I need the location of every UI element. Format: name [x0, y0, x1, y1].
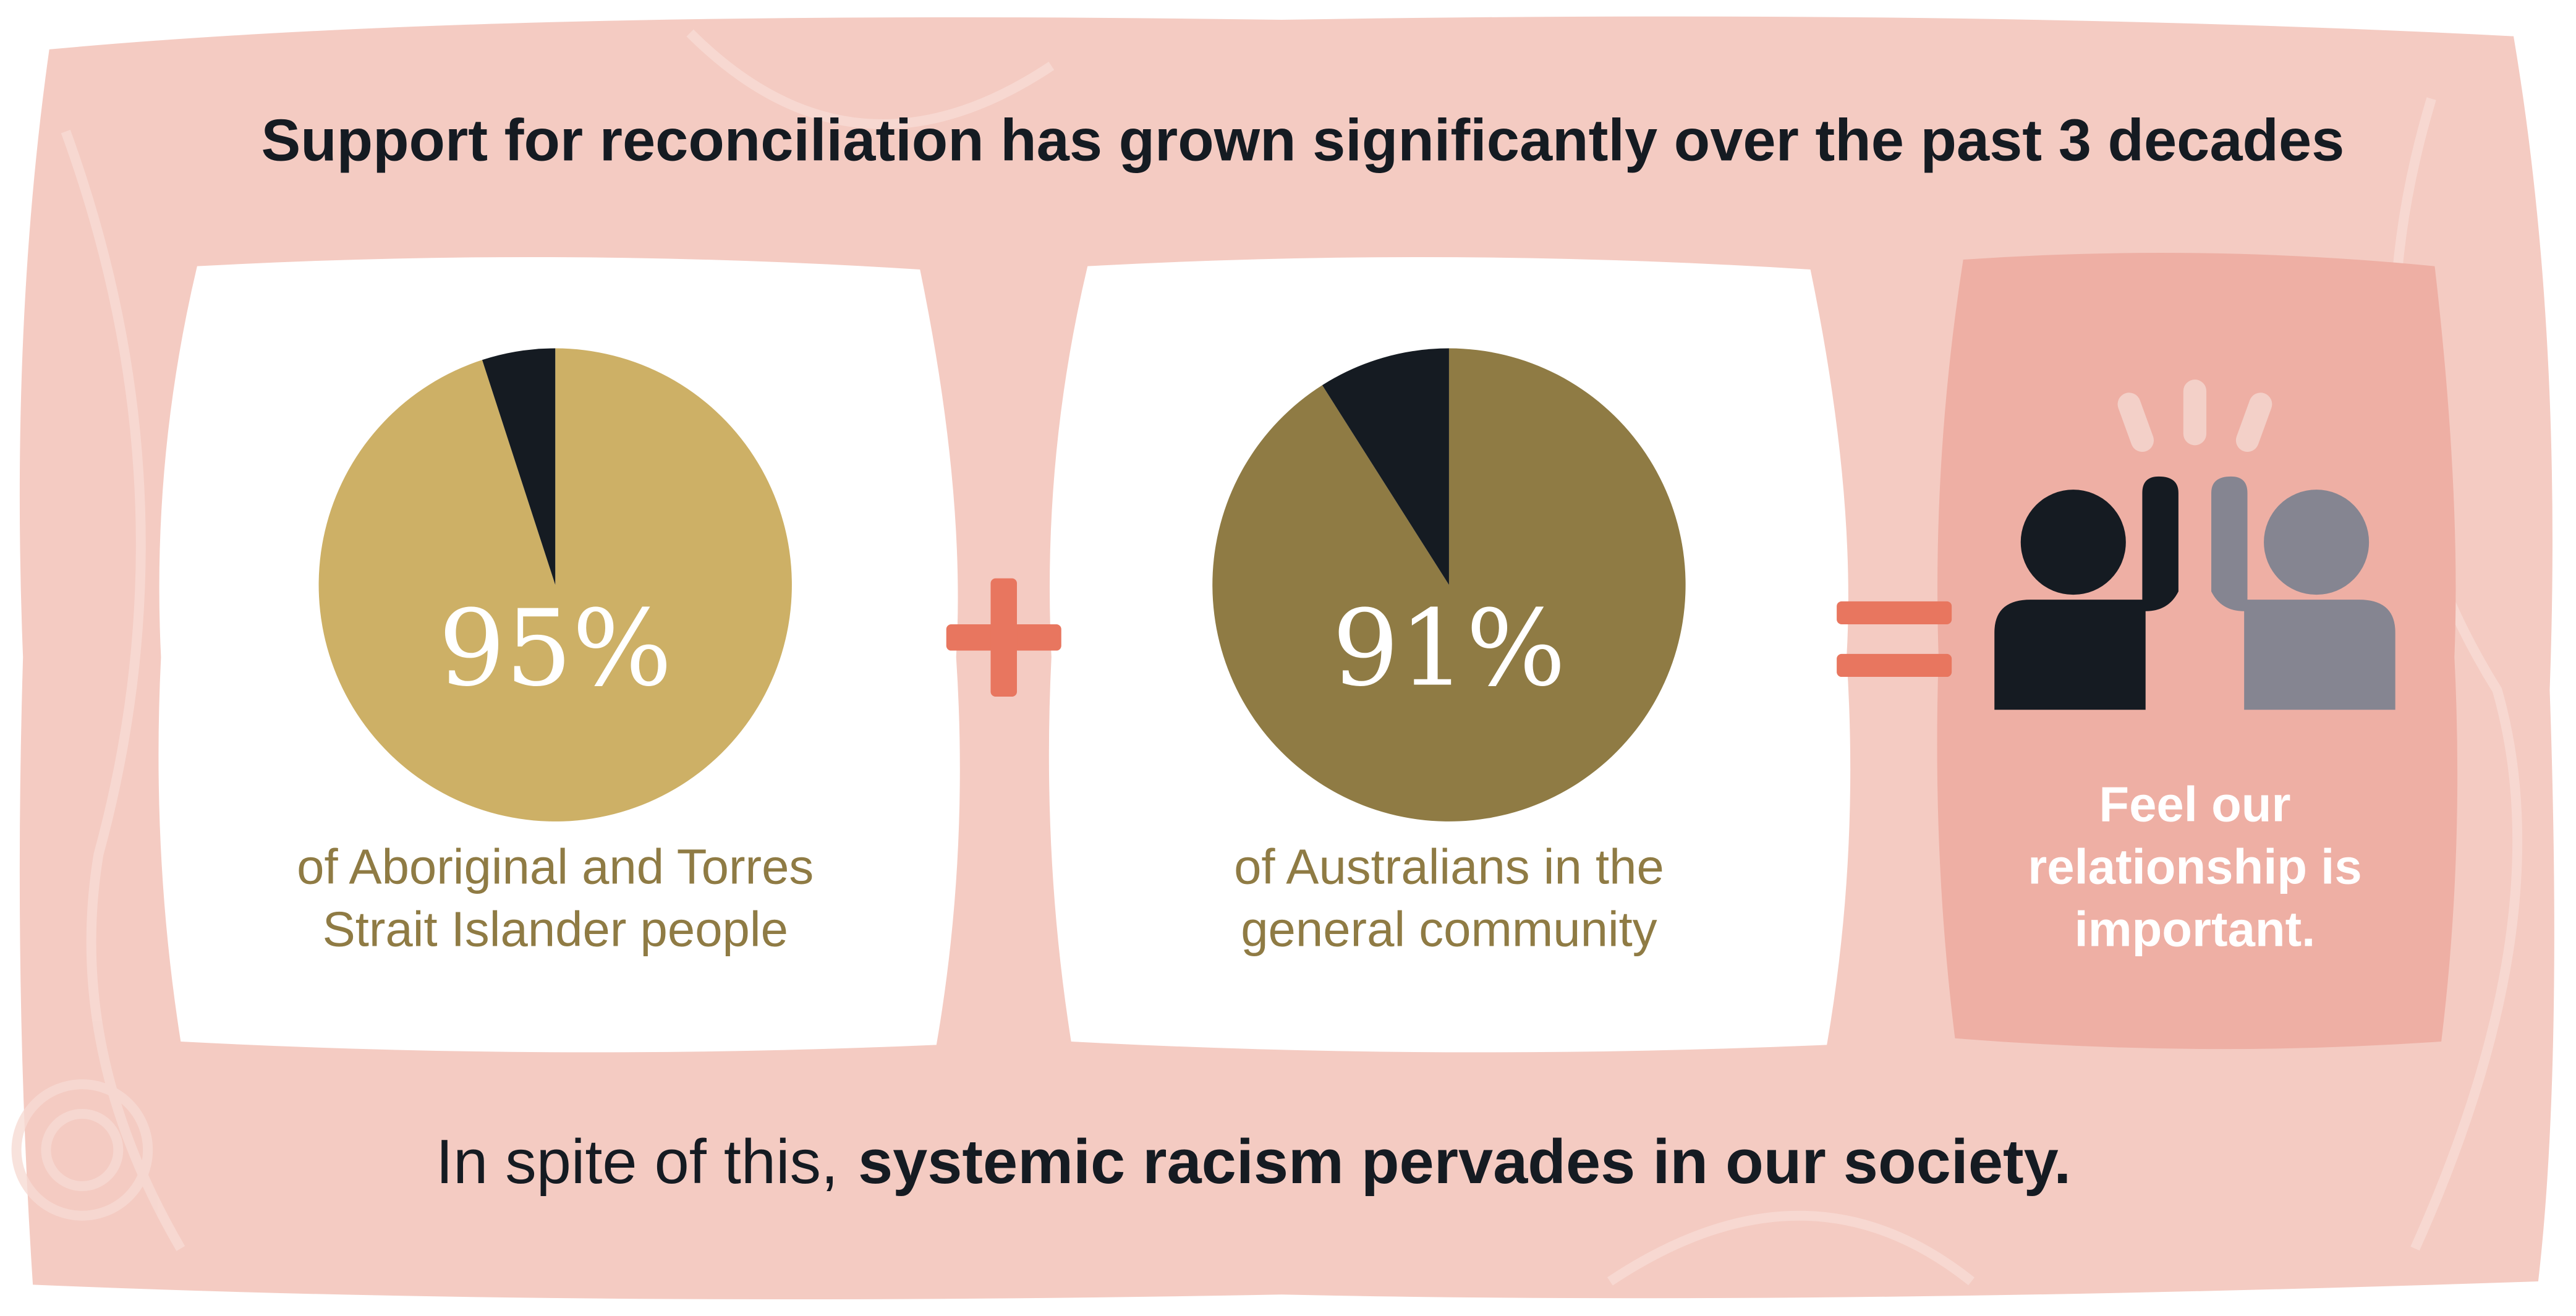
result-text: important. — [2075, 902, 2316, 957]
value-label: 95% — [438, 588, 672, 710]
footer-bold: systemic racism pervades in our society. — [858, 1127, 2071, 1197]
value-label: 91% — [1332, 588, 1566, 710]
footer: In spite of this, systemic racism pervade… — [436, 1127, 2071, 1197]
pie-slice — [1322, 348, 1449, 585]
caption: Strait Islander people — [323, 902, 788, 957]
result-text: relationship is — [2028, 839, 2361, 894]
caption: general community — [1241, 902, 1657, 957]
high-five-icon — [1994, 380, 2395, 710]
result-card — [1937, 252, 2458, 1050]
equals-sign — [1837, 601, 1952, 677]
title: Support for reconciliation has grown sig… — [261, 107, 2344, 173]
caption: of Australians in the — [1234, 839, 1664, 894]
result-text: Feel our — [2099, 777, 2290, 832]
plus-sign — [946, 578, 1061, 697]
pie-slice — [482, 348, 556, 585]
footer-plain: In spite of this, — [436, 1127, 838, 1197]
caption: of Aboriginal and Torres — [297, 839, 814, 894]
